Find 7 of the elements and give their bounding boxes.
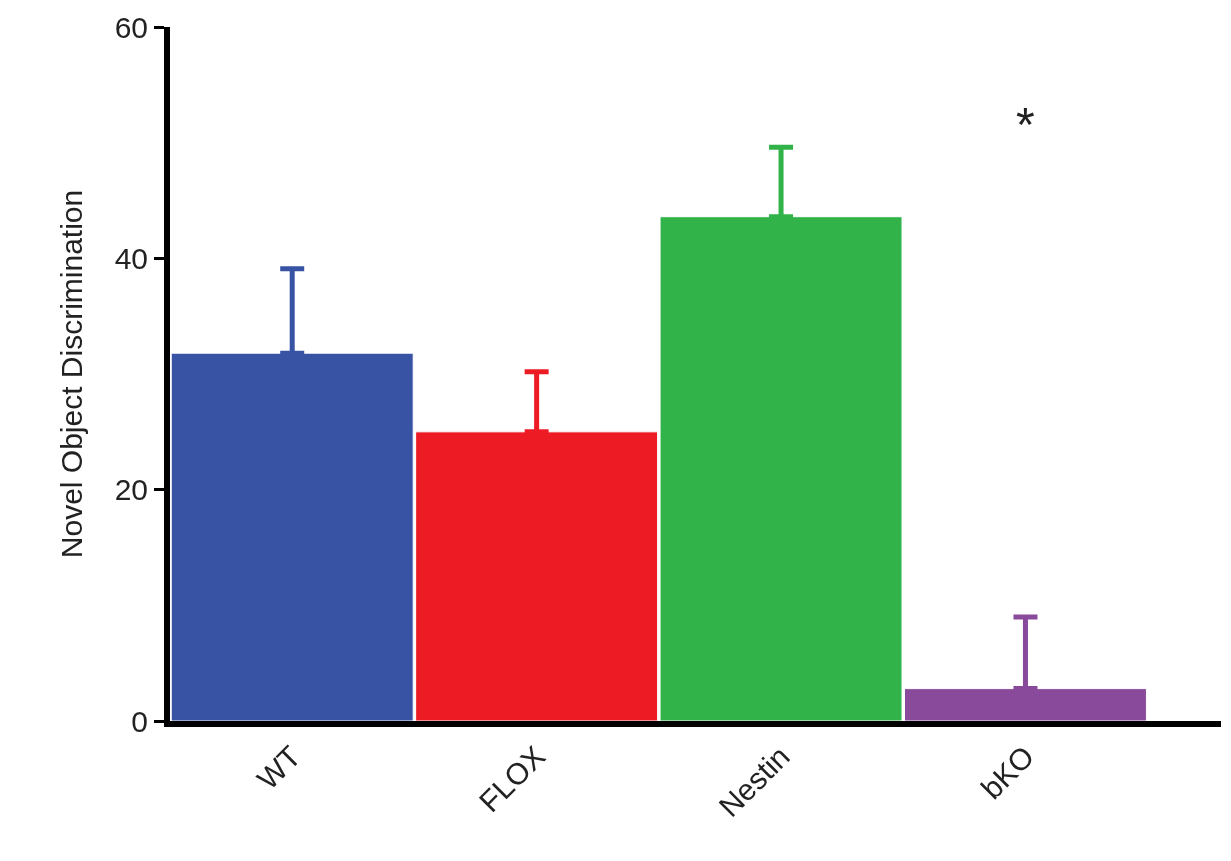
- y-tick-label: 20: [114, 473, 148, 507]
- x-tick-label: WT: [250, 739, 308, 796]
- y-tick-label: 60: [114, 10, 148, 44]
- y-tick-label: 0: [131, 704, 148, 738]
- y-tick-label: 40: [114, 241, 148, 275]
- annotation: *: [1016, 98, 1035, 151]
- y-axis-title: Novel Object Discrimination: [55, 189, 89, 559]
